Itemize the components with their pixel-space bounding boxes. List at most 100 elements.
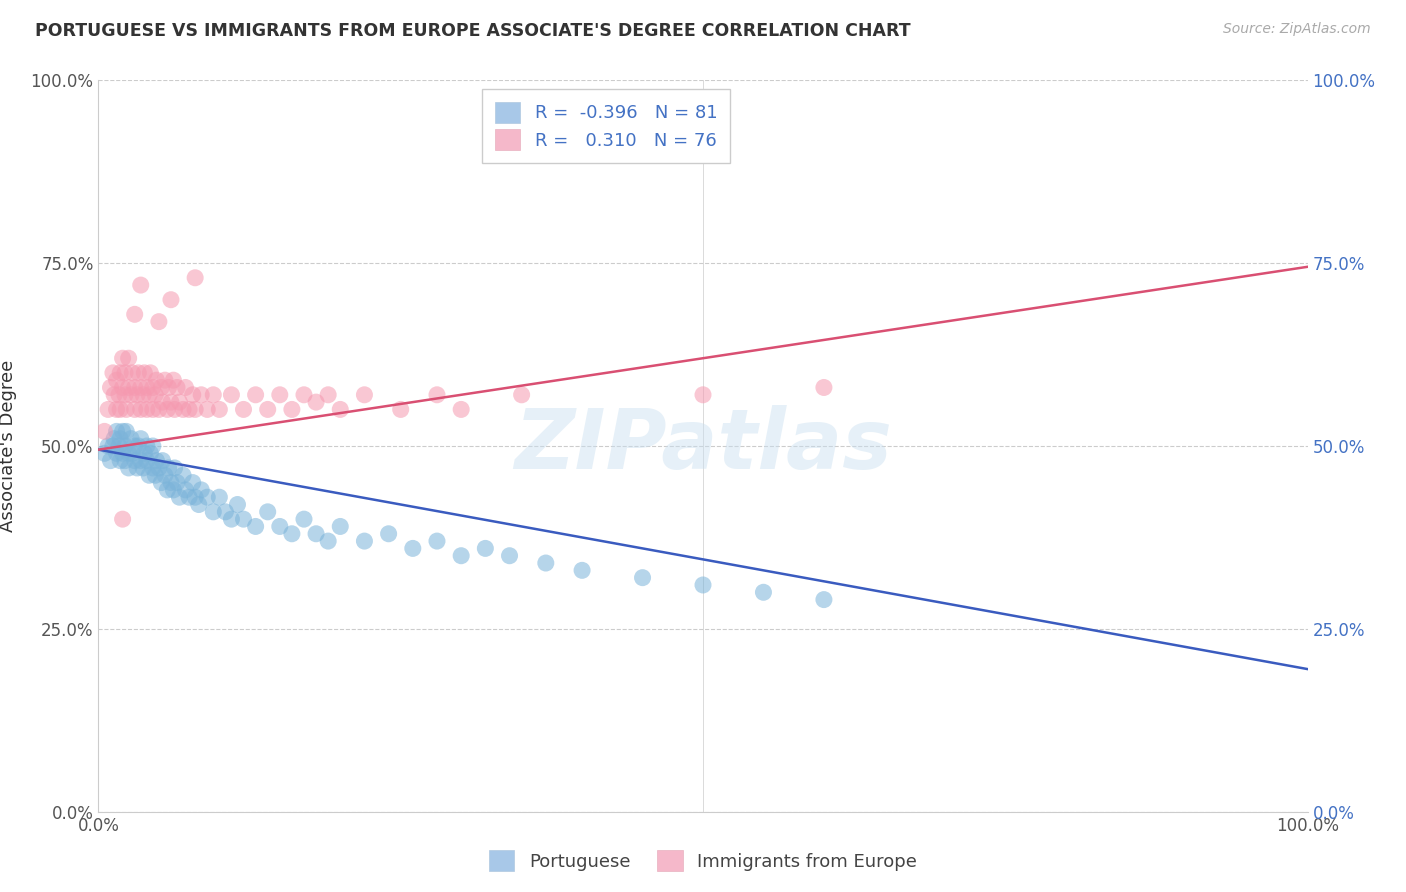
Point bbox=[124, 402, 146, 417]
Point bbox=[389, 402, 412, 417]
Point bbox=[162, 483, 184, 497]
Point bbox=[111, 425, 134, 439]
Point bbox=[426, 388, 449, 402]
Point bbox=[510, 388, 533, 402]
Point bbox=[143, 388, 166, 402]
Point bbox=[93, 446, 115, 460]
Point bbox=[127, 439, 149, 453]
Point bbox=[105, 373, 128, 387]
Point bbox=[179, 490, 201, 504]
Point bbox=[150, 380, 173, 394]
Point bbox=[111, 446, 134, 460]
Point bbox=[184, 402, 207, 417]
Point bbox=[156, 402, 179, 417]
Point bbox=[160, 293, 183, 307]
Point bbox=[169, 490, 191, 504]
Point bbox=[305, 395, 328, 409]
Point bbox=[111, 512, 134, 526]
Point bbox=[139, 446, 162, 460]
Point bbox=[402, 541, 425, 556]
Point bbox=[163, 461, 186, 475]
Point bbox=[121, 366, 143, 380]
Point bbox=[202, 388, 225, 402]
Point bbox=[103, 388, 125, 402]
Point bbox=[108, 388, 131, 402]
Point bbox=[752, 585, 775, 599]
Point bbox=[166, 475, 188, 490]
Point bbox=[100, 453, 122, 467]
Point bbox=[135, 380, 157, 394]
Point bbox=[114, 439, 136, 453]
Point bbox=[187, 498, 209, 512]
Point bbox=[174, 483, 197, 497]
Point bbox=[143, 468, 166, 483]
Point bbox=[160, 475, 183, 490]
Point bbox=[166, 380, 188, 394]
Point bbox=[190, 388, 212, 402]
Point bbox=[813, 380, 835, 394]
Point bbox=[118, 446, 141, 460]
Point bbox=[132, 388, 155, 402]
Point bbox=[450, 549, 472, 563]
Point bbox=[129, 432, 152, 446]
Point bbox=[139, 366, 162, 380]
Point bbox=[118, 461, 141, 475]
Point bbox=[534, 556, 557, 570]
Point bbox=[256, 505, 278, 519]
Point bbox=[692, 578, 714, 592]
Text: Source: ZipAtlas.com: Source: ZipAtlas.com bbox=[1223, 22, 1371, 37]
Point bbox=[114, 388, 136, 402]
Point bbox=[124, 439, 146, 453]
Point bbox=[160, 395, 183, 409]
Point bbox=[142, 439, 165, 453]
Point bbox=[135, 453, 157, 467]
Point bbox=[145, 373, 167, 387]
Point bbox=[157, 461, 180, 475]
Point bbox=[108, 432, 131, 446]
Point bbox=[129, 278, 152, 293]
Point bbox=[129, 453, 152, 467]
Point bbox=[115, 425, 138, 439]
Point bbox=[208, 490, 231, 504]
Point bbox=[184, 270, 207, 285]
Point bbox=[571, 563, 593, 577]
Point bbox=[316, 534, 339, 549]
Point bbox=[377, 526, 399, 541]
Point bbox=[221, 512, 243, 526]
Point bbox=[631, 571, 654, 585]
Point bbox=[101, 366, 124, 380]
Point bbox=[118, 380, 141, 394]
Point bbox=[145, 453, 167, 467]
Point bbox=[426, 534, 449, 549]
Point bbox=[150, 475, 173, 490]
Point bbox=[181, 475, 204, 490]
Point bbox=[221, 388, 243, 402]
Point bbox=[134, 446, 156, 460]
Point bbox=[195, 402, 218, 417]
Point bbox=[269, 519, 291, 533]
Legend: R =  -0.396   N = 81, R =   0.310   N = 76: R = -0.396 N = 81, R = 0.310 N = 76 bbox=[482, 89, 730, 162]
Point bbox=[174, 380, 197, 394]
Point bbox=[127, 366, 149, 380]
Point bbox=[181, 388, 204, 402]
Point bbox=[208, 402, 231, 417]
Point bbox=[156, 483, 179, 497]
Point bbox=[114, 453, 136, 467]
Point bbox=[163, 402, 186, 417]
Point bbox=[138, 468, 160, 483]
Point bbox=[148, 402, 170, 417]
Point bbox=[152, 453, 174, 467]
Point bbox=[134, 366, 156, 380]
Point bbox=[138, 388, 160, 402]
Point bbox=[114, 366, 136, 380]
Point bbox=[97, 402, 120, 417]
Point bbox=[108, 439, 131, 453]
Point bbox=[153, 373, 176, 387]
Point bbox=[214, 505, 236, 519]
Point bbox=[120, 432, 142, 446]
Point bbox=[124, 307, 146, 321]
Point bbox=[142, 461, 165, 475]
Point bbox=[132, 461, 155, 475]
Legend: Portuguese, Immigrants from Europe: Portuguese, Immigrants from Europe bbox=[482, 843, 924, 879]
Point bbox=[100, 380, 122, 394]
